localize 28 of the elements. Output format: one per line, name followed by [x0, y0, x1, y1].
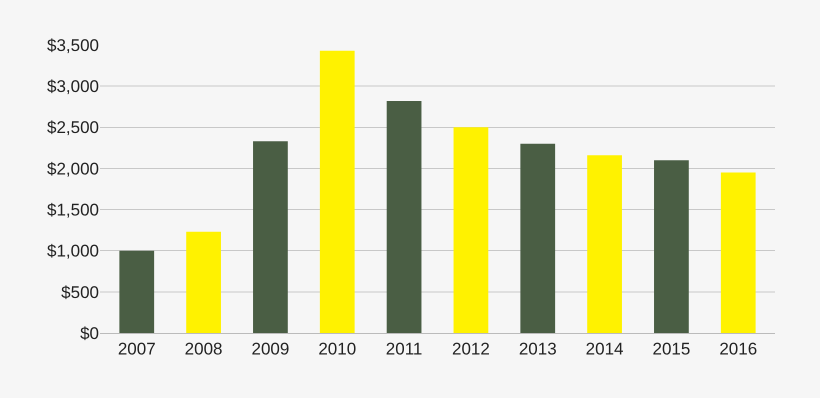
bar: [119, 250, 154, 333]
bar: [253, 141, 288, 333]
x-tick-label: 2011: [386, 339, 422, 358]
bar: [520, 144, 556, 333]
y-tick-label: $0: [80, 324, 99, 343]
bar: [454, 127, 488, 333]
x-tick-label: 2008: [184, 339, 223, 358]
y-tick-label: $1,500: [47, 200, 99, 220]
y-tick-label: $500: [61, 282, 99, 302]
y-tick-label: $1,000: [47, 242, 99, 261]
x-tick-label: 2007: [118, 339, 156, 358]
bar: [654, 160, 689, 333]
x-tick-label: 2014: [586, 339, 624, 358]
y-tick-label: $2,500: [47, 118, 99, 138]
y-tick-label: $3,500: [47, 36, 99, 55]
y-tick-label: $3,000: [47, 77, 99, 96]
x-tick-label: 2013: [518, 339, 557, 358]
y-tick-label: $2,000: [47, 159, 99, 178]
bar: [386, 100, 422, 333]
x-tick-label: 2015: [652, 339, 690, 358]
x-tick-label: 2009: [252, 339, 290, 358]
bar: [320, 50, 355, 333]
x-tick-label: 2012: [452, 339, 490, 358]
bar: [720, 172, 756, 333]
x-tick-label: 2016: [719, 339, 758, 358]
bar: [186, 232, 221, 333]
x-tick-label: 2010: [318, 339, 356, 358]
bar: [587, 155, 622, 333]
